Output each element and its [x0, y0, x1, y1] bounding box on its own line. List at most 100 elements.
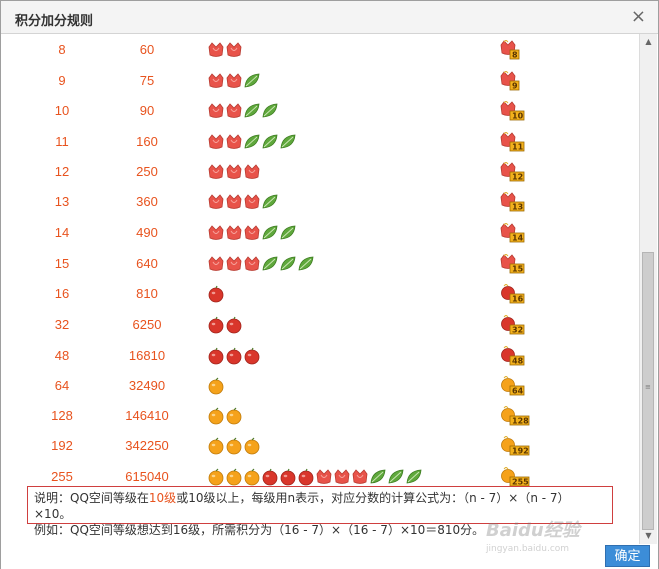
- level-icons: [207, 72, 261, 90]
- level-icons: [207, 437, 261, 455]
- vertical-scrollbar[interactable]: ▲ ≡ ▼: [639, 34, 657, 544]
- rules-content: 8 60 8 9 75 9 10 90 10 11 160 11 12 250 12 13 360 13 14 490…: [7, 34, 639, 544]
- badge-level-number: 14: [512, 234, 524, 243]
- score-cell: 146410: [125, 408, 169, 423]
- scroll-up-icon[interactable]: ▲: [645, 37, 652, 46]
- tulip-icon: [207, 224, 225, 242]
- level-icons: [207, 224, 297, 242]
- leaf-icon: [279, 133, 297, 151]
- level-cell: 255: [51, 469, 73, 484]
- close-icon[interactable]: ×: [630, 6, 646, 27]
- apple-icon: [207, 316, 225, 334]
- tulip-icon: [207, 255, 225, 273]
- tulip-icon: [225, 224, 243, 242]
- level-badge-icon: 32: [500, 314, 530, 335]
- apple-icon: [261, 468, 279, 486]
- level-icons: [207, 347, 261, 365]
- level-icons: [207, 133, 297, 151]
- leaf-icon: [279, 255, 297, 273]
- table-row: 10 90 10: [7, 99, 637, 123]
- note-line-2: 例如：QQ空间等级想达到16级，所需积分为（16 - 7）×（16 - 7）×1…: [34, 523, 485, 537]
- score-cell: 615040: [125, 469, 169, 484]
- score-cell: 640: [136, 256, 158, 271]
- level-badge-icon: 8: [500, 39, 530, 60]
- ok-button[interactable]: 确定: [605, 545, 650, 567]
- level-badge-icon: 255: [500, 466, 530, 487]
- apple-icon: [279, 468, 297, 486]
- dialog-footer: [1, 544, 658, 569]
- apple-icon: [225, 347, 243, 365]
- badge-level-number: 48: [512, 357, 524, 366]
- level-cell: 15: [54, 256, 70, 271]
- score-cell: 810: [136, 286, 158, 301]
- tulip-icon: [243, 163, 261, 181]
- tulip-icon: [243, 193, 261, 211]
- orange-icon: [207, 437, 225, 455]
- score-cell: 6250: [132, 317, 162, 332]
- level-icons: [207, 193, 279, 211]
- tulip-icon: [207, 163, 225, 181]
- level-cell: 12: [54, 164, 70, 179]
- table-row: 192 342250 192: [7, 434, 637, 458]
- table-row: 255 615040 255: [7, 465, 637, 489]
- level-cell: 13: [54, 194, 70, 209]
- level-cell: 64: [54, 378, 70, 393]
- orange-icon: [225, 437, 243, 455]
- level-icons: [207, 255, 315, 273]
- level-badge-icon: 16: [500, 283, 530, 304]
- leaf-icon: [387, 468, 405, 486]
- badge-level-number: 255: [512, 478, 529, 487]
- level-badge-icon: 48: [500, 345, 530, 366]
- badge-level-number: 11: [512, 143, 524, 152]
- dialog-title: 积分加分规则: [15, 13, 94, 28]
- orange-icon: [207, 468, 225, 486]
- tulip-icon: [207, 102, 225, 120]
- level-badge-icon: 14: [500, 222, 530, 243]
- level-cell: 8: [58, 42, 66, 57]
- badge-level-number: 16: [512, 295, 524, 304]
- tulip-icon: [315, 468, 333, 486]
- score-cell: 160: [136, 134, 158, 149]
- watermark: Baidu经验 jingyan.baidu.com: [486, 516, 606, 556]
- table-row: 16 810 16: [7, 282, 637, 306]
- tulip-icon: [225, 163, 243, 181]
- level-badge-icon: 64: [500, 375, 530, 396]
- table-row: 13 360 13: [7, 190, 637, 214]
- table-row: 8 60 8: [7, 38, 637, 62]
- score-cell: 90: [139, 103, 155, 118]
- leaf-icon: [279, 224, 297, 242]
- leaf-icon: [243, 72, 261, 90]
- leaf-icon: [261, 102, 279, 120]
- level-badge-icon: 11: [500, 131, 530, 152]
- orange-icon: [243, 437, 261, 455]
- level-cell: 48: [54, 348, 70, 363]
- level-icons: [207, 102, 279, 120]
- leaf-icon: [261, 255, 279, 273]
- tulip-icon: [207, 41, 225, 59]
- table-row: 48 16810 48: [7, 344, 637, 368]
- tulip-icon: [207, 193, 225, 211]
- leaf-icon: [261, 133, 279, 151]
- dialog-titlebar: 积分加分规则 ×: [1, 1, 658, 34]
- level-badge-icon: 128: [500, 405, 530, 426]
- badge-level-number: 32: [512, 326, 523, 335]
- score-cell: 360: [136, 194, 158, 209]
- badge-level-number: 64: [512, 387, 524, 396]
- tulip-icon: [225, 193, 243, 211]
- orange-icon: [225, 407, 243, 425]
- watermark-sub: jingyan.baidu.com: [486, 544, 570, 554]
- level-badge-icon: 15: [500, 253, 530, 274]
- level-icons: [207, 163, 261, 181]
- badge-level-number: 12: [512, 173, 523, 182]
- level-cell: 32: [54, 317, 70, 332]
- level-cell: 192: [51, 438, 73, 453]
- score-cell: 16810: [128, 348, 166, 363]
- level-cell: 128: [51, 408, 73, 423]
- tulip-icon: [351, 468, 369, 486]
- badge-level-number: 192: [512, 447, 529, 456]
- level-icons: [207, 377, 225, 395]
- orange-icon: [207, 377, 225, 395]
- note-line-1: 说明：QQ空间等级在10级或10级以上，每级用n表示，对应分数的计算公式为：（n…: [34, 490, 606, 522]
- scroll-down-icon[interactable]: ▼: [645, 531, 652, 540]
- scrollbar-thumb[interactable]: ≡: [642, 252, 654, 530]
